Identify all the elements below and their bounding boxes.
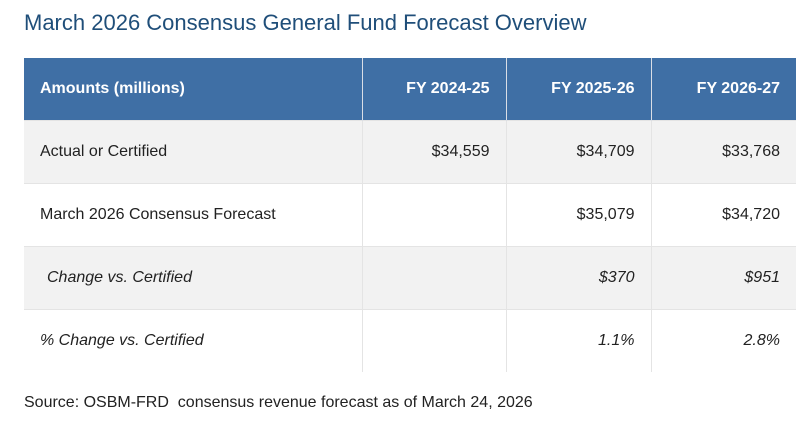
source-note: Source: OSBM-FRD consensus revenue forec…	[24, 394, 533, 411]
table-cell	[361, 183, 506, 247]
table-row: % Change vs. Certified 1.1% 2.8%	[24, 309, 796, 372]
column-header-fy-2024-25: FY 2024-25	[361, 58, 506, 121]
row-label: % Change vs. Certified	[24, 309, 362, 372]
row-label-text: Change vs. Certified	[47, 269, 192, 286]
table-cell: $33,768	[650, 120, 796, 184]
table-cell	[361, 309, 506, 372]
table-header-row: Amounts (millions) FY 2024-25 FY 2025-26…	[24, 58, 796, 121]
table-cell: $34,709	[505, 120, 651, 184]
table-cell: $35,079	[505, 183, 651, 247]
table-row: Actual or Certified $34,559 $34,709 $33,…	[24, 120, 796, 184]
table-cell: 1.1%	[505, 309, 651, 372]
table-row: March 2026 Consensus Forecast $35,079 $3…	[24, 183, 796, 247]
column-header-amounts: Amounts (millions)	[24, 58, 362, 121]
column-header-fy-2026-27: FY 2026-27	[650, 58, 796, 121]
table-cell: $34,559	[361, 120, 506, 184]
page-title: March 2026 Consensus General Fund Foreca…	[24, 10, 587, 35]
row-label: Change vs. Certified	[24, 246, 362, 310]
column-header-fy-2025-26: FY 2025-26	[505, 58, 651, 121]
row-label: Actual or Certified	[24, 120, 362, 184]
forecast-table: Amounts (millions) FY 2024-25 FY 2025-26…	[24, 58, 796, 372]
table-cell: 2.8%	[650, 309, 796, 372]
table-cell: $370	[505, 246, 651, 310]
table-cell: $951	[650, 246, 796, 310]
row-label: March 2026 Consensus Forecast	[24, 183, 362, 247]
table-cell	[361, 246, 506, 310]
table-cell: $34,720	[650, 183, 796, 247]
table-row: Change vs. Certified $370 $951	[24, 246, 796, 310]
